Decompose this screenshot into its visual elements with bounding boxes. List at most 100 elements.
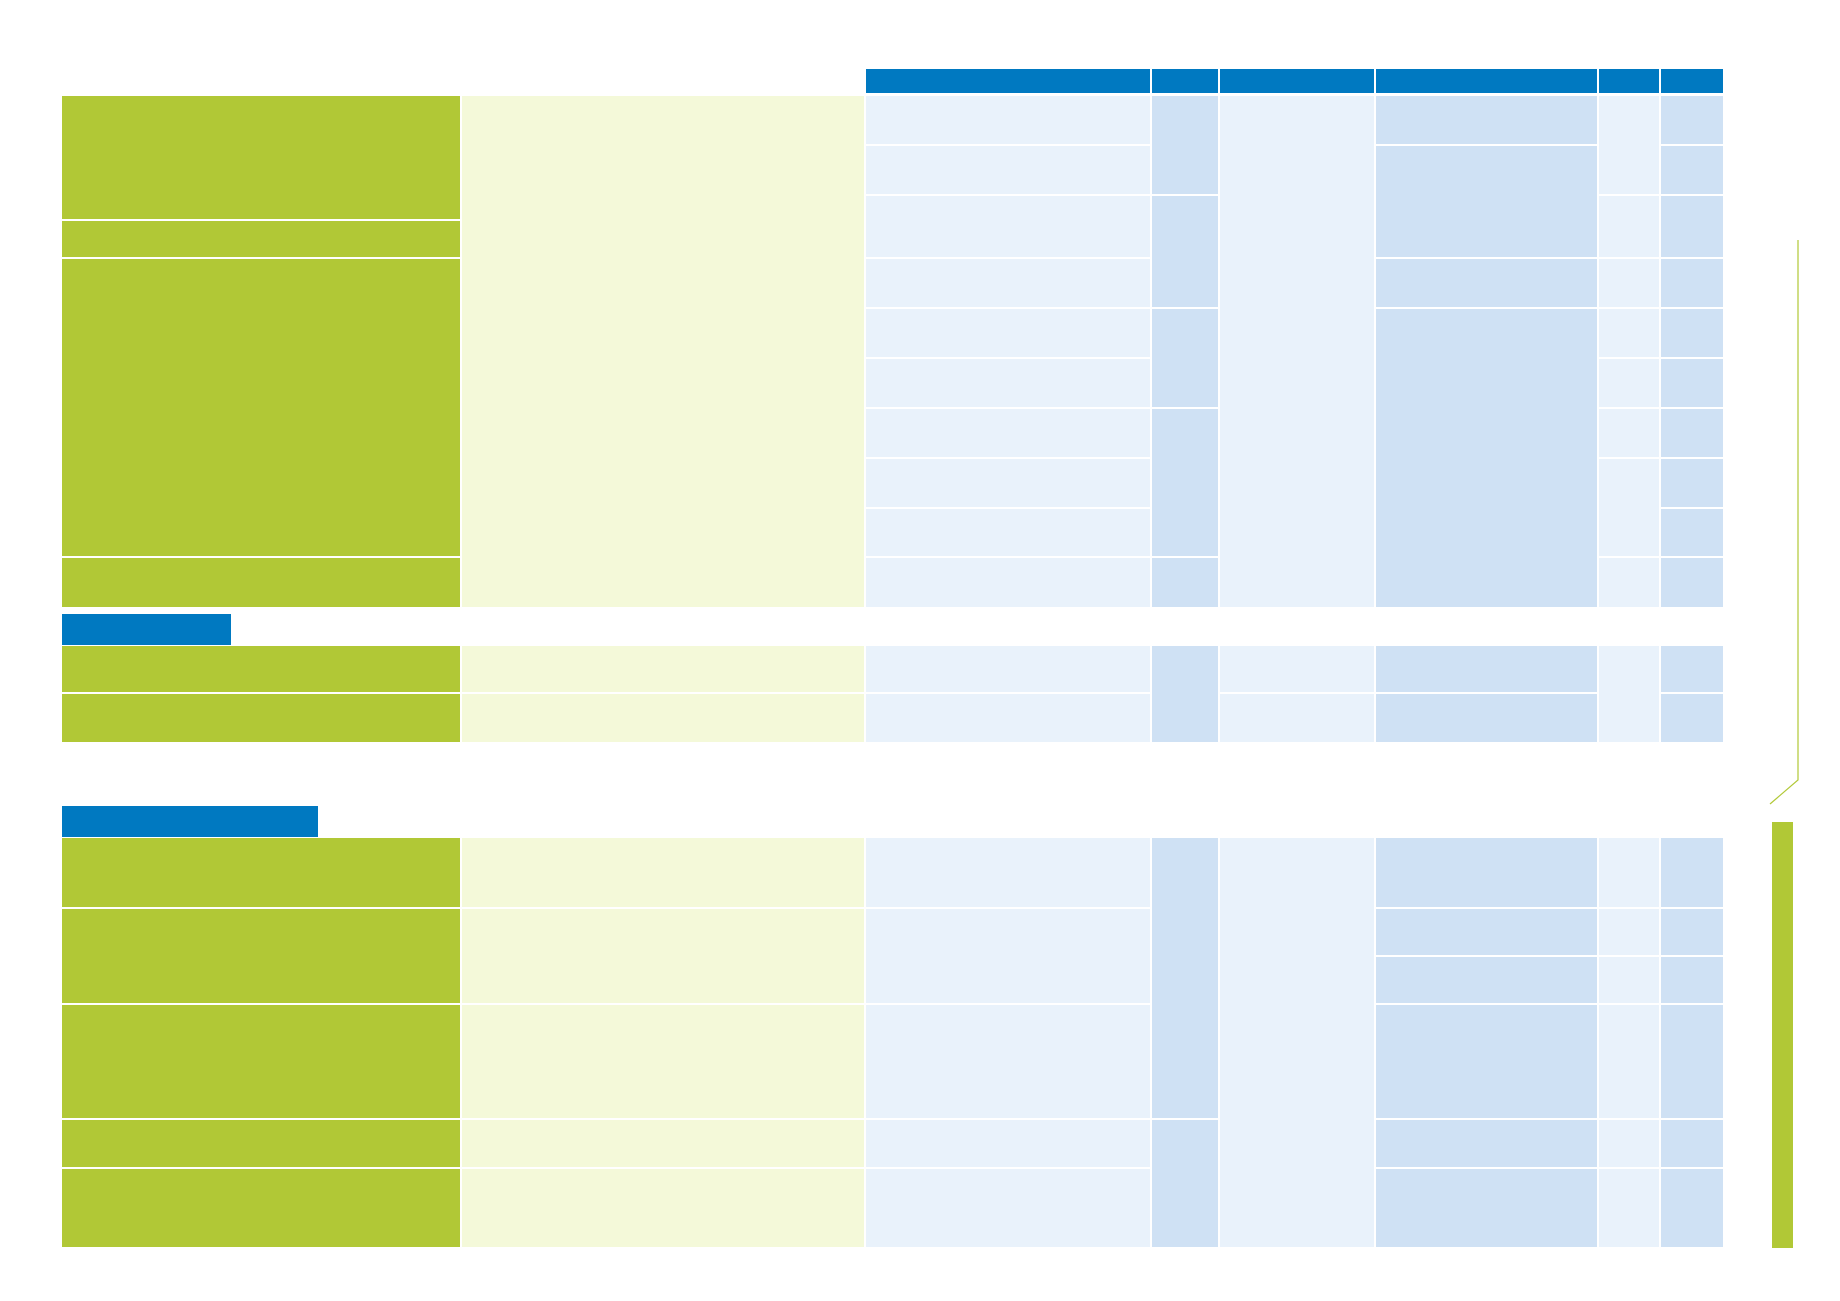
detail-cell [866,409,1150,457]
detail-cell [866,558,1150,607]
category-cell [62,96,460,219]
category-cell [62,694,460,742]
value-cell [1661,96,1723,144]
grouped-cell [1220,646,1374,692]
category-cell [62,646,460,692]
description-cell [462,96,864,607]
value-cell [1661,957,1723,1003]
table-header-cell [1152,69,1218,93]
table-header-cell [1599,69,1659,93]
info-cell [1376,957,1597,1003]
detail-cell [866,1120,1150,1167]
value-cell [1599,1120,1659,1167]
category-cell [62,1169,460,1247]
category-cell [62,838,460,907]
detail-cell [866,359,1150,407]
detail-cell [866,694,1150,742]
detail-cell [866,1005,1150,1118]
detail-cell [866,309,1150,357]
value-cell [1661,259,1723,307]
code-cell [1152,838,1218,1118]
value-cell [1599,309,1659,357]
description-cell [462,646,864,692]
value-cell [1661,196,1723,257]
table-header-cell [1661,69,1723,93]
info-cell [1376,1120,1597,1167]
value-cell [1661,459,1723,507]
info-cell [1376,694,1597,742]
table-header-cell [1220,69,1374,93]
info-cell [1376,1005,1597,1118]
value-cell [1661,909,1723,955]
description-cell [462,1169,864,1247]
description-cell [462,838,864,907]
info-cell [1376,646,1597,692]
value-cell [1599,558,1659,607]
description-cell [462,694,864,742]
code-cell [1152,96,1218,194]
detail-cell [866,146,1150,194]
value-cell [1599,1169,1659,1247]
value-cell [1599,459,1659,556]
value-cell [1599,909,1659,955]
detail-cell [866,96,1150,144]
value-cell [1661,838,1723,907]
code-cell [1152,309,1218,407]
value-cell [1661,646,1723,692]
value-cell [1661,1169,1723,1247]
section-heading [62,806,318,837]
value-cell [1599,359,1659,407]
detail-cell [866,1169,1150,1247]
info-cell [1376,146,1597,257]
value-cell [1661,359,1723,407]
code-cell [1152,558,1218,607]
value-cell [1599,838,1659,907]
detail-cell [866,196,1150,257]
code-cell [1152,646,1218,742]
category-cell [62,558,460,607]
category-cell [62,909,460,1003]
code-cell [1152,196,1218,307]
category-cell [62,259,460,556]
value-cell [1599,1005,1659,1118]
info-cell [1376,96,1597,144]
detail-cell [866,646,1150,692]
value-cell [1661,509,1723,556]
info-cell [1376,309,1597,607]
decorative-bracket-line [1769,240,1799,805]
description-cell [462,1005,864,1118]
table-header-cell [866,69,1150,93]
value-cell [1599,646,1659,742]
category-cell [62,1120,460,1167]
category-cell [62,221,460,257]
detail-cell [866,838,1150,907]
detail-cell [866,909,1150,1003]
value-cell [1661,1005,1723,1118]
code-cell [1152,409,1218,556]
info-cell [1376,838,1597,907]
detail-cell [866,259,1150,307]
value-cell [1599,957,1659,1003]
value-cell [1661,694,1723,742]
value-cell [1599,96,1659,194]
table-header-cell [1376,69,1597,93]
description-cell [462,1120,864,1167]
info-cell [1376,1169,1597,1247]
value-cell [1661,558,1723,607]
grouped-cell [1220,694,1374,742]
value-cell [1599,259,1659,307]
value-cell [1599,196,1659,257]
value-cell [1661,309,1723,357]
value-cell [1661,409,1723,457]
value-cell [1599,409,1659,457]
code-cell [1152,1120,1218,1247]
grouped-cell [1220,838,1374,1247]
grouped-cell [1220,96,1374,607]
detail-cell [866,459,1150,507]
side-accent-bar [1772,822,1793,1248]
info-cell [1376,909,1597,955]
section-heading [62,614,231,645]
category-cell [62,1005,460,1118]
value-cell [1661,146,1723,194]
detail-cell [866,509,1150,556]
